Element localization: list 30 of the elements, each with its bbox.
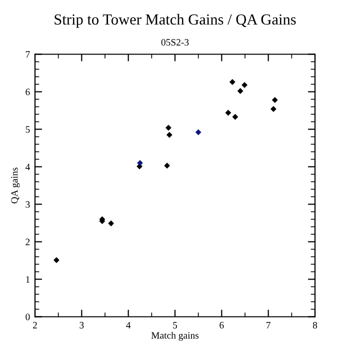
point	[54, 257, 60, 264]
point	[166, 124, 172, 131]
y-tick-label: 2	[26, 238, 30, 246]
y-tick-label: 0	[26, 314, 30, 320]
x-tick-label: 8	[312, 322, 318, 328]
x-tick-label: 5	[173, 322, 178, 328]
chart-subtitle: 05S2-3	[161, 39, 189, 46]
y-tick-label: 1	[26, 276, 30, 283]
point	[229, 79, 236, 85]
point	[195, 129, 202, 136]
y-tick-label: 6	[26, 88, 30, 96]
point	[166, 132, 172, 138]
y-tick-label: 4	[25, 164, 30, 170]
y-tick-label: 3	[26, 201, 30, 208]
x-tick-label: 2	[32, 322, 37, 328]
point	[237, 88, 244, 94]
point	[108, 220, 114, 226]
x-tick-label: 7	[266, 322, 270, 328]
chart-title: Strip to Tower Match Gains / QA Gains	[54, 14, 296, 28]
point	[232, 114, 238, 120]
x-axis-title: Match gains	[151, 332, 199, 341]
y-tick-label: 7	[26, 51, 30, 58]
y-tick-label: 5	[26, 126, 30, 133]
point	[272, 97, 278, 103]
x-tick-label: 6	[220, 322, 224, 328]
point	[164, 162, 170, 169]
x-tick-label: 4	[126, 322, 131, 328]
x-tick-label: 3	[80, 322, 84, 328]
y-axis-title: QA gains	[11, 168, 20, 204]
point	[225, 110, 232, 116]
